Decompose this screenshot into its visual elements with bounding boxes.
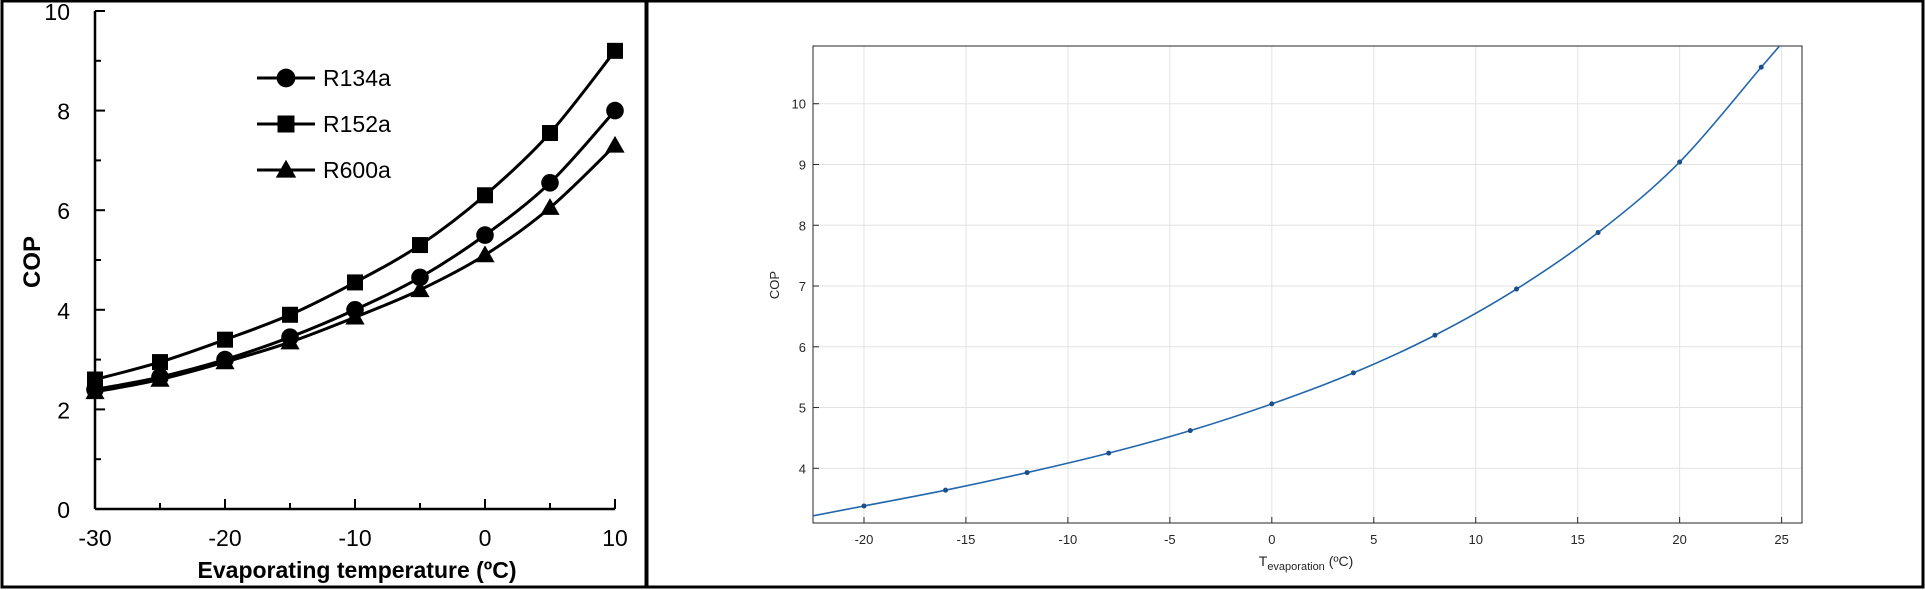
data-point-r600a [280,332,300,350]
left-legend: R134a R152a R600a [257,65,391,183]
right-y-tick-label: 10 [792,97,806,112]
right-chart-panel: -20 -15 -10 -5 0 5 10 15 20 25 4 5 6 7 8 9 10 COP Tevapo… [645,0,1925,589]
legend-label-r134a: R134a [323,65,391,91]
legend-label-r600a: R600a [323,157,391,183]
data-point-r600a [345,307,365,325]
data-point-r152a [217,331,233,348]
data-point-r600a [410,280,430,298]
right-x-axis-label-unit: (ºC) [1325,553,1353,569]
right-x-tick-label: -20 [855,532,874,547]
data-point [1024,470,1030,476]
left-x-tick-label: -10 [338,525,371,551]
right-x-tick-label: 15 [1570,532,1584,547]
data-point-r134a [411,268,429,287]
right-x-axis-label: Tevaporation (ºC) [1259,553,1354,573]
data-point-r134a [541,174,559,192]
left-y-tick-label: 8 [57,99,70,125]
data-point-r152a [282,306,298,323]
left-plot-area [85,42,625,400]
right-x-axis-label-main: T [1259,553,1268,569]
right-y-tick-label: 9 [799,157,806,172]
data-point [1677,159,1683,165]
data-point-r600a [540,198,560,215]
data-point [861,503,867,509]
data-point [1187,428,1193,434]
legend-marker-r134a [276,68,296,88]
left-y-tick-label: 6 [57,198,70,224]
data-point-r152a [542,125,558,142]
left-panel-border [0,0,648,589]
data-point-r600a [215,352,235,370]
left-x-tick-label: -30 [78,525,111,551]
data-point [943,487,949,493]
series-line-cop [813,46,1781,517]
left-x-tick-label: 10 [602,525,628,551]
data-point [1758,64,1764,70]
data-point-r152a [412,237,428,254]
data-point-r152a [477,187,493,204]
right-x-tick-label: 20 [1672,532,1686,547]
right-axis-ticks: -20 -15 -10 -5 0 5 10 15 20 25 4 5 6 7 8 9 10 [792,97,1789,547]
data-point-r600a [475,245,495,263]
left-y-tick-label: 4 [57,298,70,324]
data-point [1269,401,1275,407]
right-x-tick-label: 10 [1468,532,1482,547]
right-y-tick-label: 8 [799,218,806,233]
left-y-tick-label: 10 [44,0,70,25]
right-plot-box [812,45,1803,524]
data-point-r152a [87,371,103,388]
data-point-r600a [150,369,170,387]
left-y-axis-label: COP [19,236,46,288]
right-y-tick-label: 4 [799,461,806,476]
right-y-tick-label: 5 [799,401,806,416]
right-x-tick-label: -15 [957,532,976,547]
right-y-axis-label: COP [767,271,782,299]
right-y-tick-label: 7 [799,279,806,294]
right-y-tick-label: 6 [799,340,806,355]
left-x-axis-label: Evaporating temperature (ºC) [198,557,517,583]
right-plot-area [813,46,1781,517]
right-x-tick-label: 5 [1370,532,1377,547]
data-point [1432,332,1438,338]
legend-marker-r152a [277,115,295,133]
right-x-tick-label: 25 [1774,532,1788,547]
data-point [1106,450,1112,456]
right-x-tick-label: -10 [1058,532,1077,547]
left-y-tick-label: 0 [57,497,70,523]
right-x-tick-label: -5 [1164,532,1176,547]
data-point-r134a [476,226,494,244]
data-point-r152a [347,274,363,291]
data-point-r152a [607,42,623,59]
data-point [1350,370,1356,376]
left-x-tick-label: -20 [208,525,241,551]
legend-label-r152a: R152a [323,111,391,137]
data-point-r134a [606,101,624,120]
data-point-r152a [152,354,168,371]
left-x-tick-label: 0 [479,525,492,551]
data-point [1514,286,1520,292]
data-point-r600a [85,382,105,400]
right-x-axis-label-subscript: evaporation [1267,561,1325,573]
legend-marker-r600a [275,159,297,178]
right-x-tick-label: 0 [1268,532,1275,547]
left-y-tick-label: 2 [57,397,70,423]
right-panel-border [645,0,1925,589]
data-point-r600a [605,135,625,153]
left-axis-ticks: 0 2 4 6 8 10 -30 -20 -10 0 10 [44,0,627,551]
data-point [1595,230,1601,236]
right-grid [813,46,1802,523]
